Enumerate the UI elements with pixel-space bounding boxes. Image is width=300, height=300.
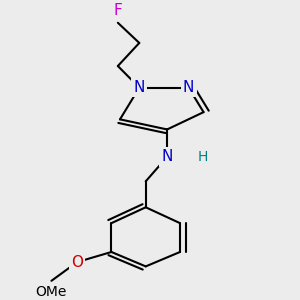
Text: N: N [161,149,173,164]
Text: N: N [183,80,194,95]
Text: N: N [134,80,145,95]
Text: O: O [71,255,83,270]
Text: F: F [113,3,122,18]
Text: H: H [197,150,208,164]
Text: OMe: OMe [36,285,67,299]
